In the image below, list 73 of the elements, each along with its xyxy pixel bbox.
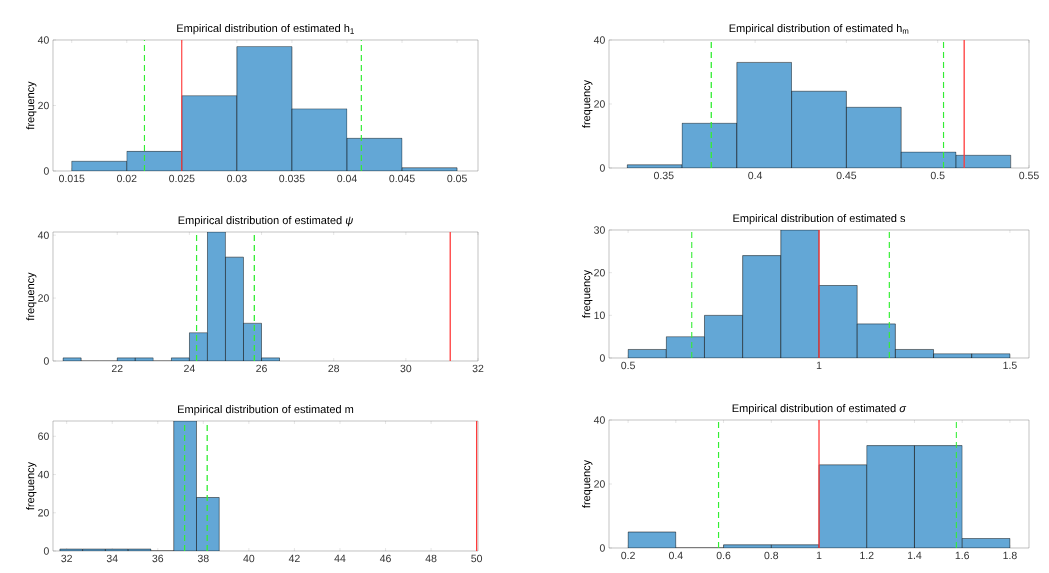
x-tick-label: 0.45: [836, 171, 857, 180]
x-tick-label: 26: [256, 364, 267, 373]
y-tick-label: 20: [594, 268, 605, 277]
x-tick-label: 0.5: [930, 171, 945, 180]
x-tick-label: 44: [334, 554, 346, 562]
x-tick-label: 24: [184, 364, 195, 373]
x-tick-label: 40: [243, 554, 255, 563]
x-tick-label: 50: [471, 554, 483, 563]
x-tick-label: 1.4: [907, 551, 922, 559]
y-tick-label: 0: [599, 544, 605, 552]
x-tick-label: 30: [400, 364, 412, 373]
x-tick-label: 1.8: [1003, 551, 1017, 560]
x-tick-label: 32: [472, 364, 484, 373]
chart-title: Empirical distribution of estimated h$_{1}$: [177, 24, 354, 35]
x-tick-label: 0.4: [748, 171, 763, 180]
chart-title: Empirical distribution of estimated m: [178, 405, 354, 416]
chart-title: Empirical distribution of estimated h$_{m}$: [729, 24, 909, 35]
x-tick-label: 0.045: [389, 174, 415, 183]
y-tick-label: 20: [38, 294, 49, 302]
y-tick-label: 40: [593, 36, 605, 44]
x-tick-label: 48: [425, 554, 437, 563]
y-tick-label: 20: [594, 100, 605, 108]
x-tick-label: 0.35: [653, 171, 674, 180]
y-tick-label: 30: [594, 226, 605, 234]
y-tick-label: 20: [594, 480, 605, 488]
x-tick-label: 0.4: [668, 551, 683, 560]
y-tick-label: 40: [37, 36, 49, 44]
x-tick-label: 42: [288, 554, 300, 563]
x-tick-label: 0.2: [621, 551, 635, 560]
x-tick-label: 0.8: [764, 551, 779, 560]
y-axis-title: frequency: [26, 461, 37, 510]
y-axis-title: frequency: [26, 272, 37, 321]
x-tick-label: 22: [111, 364, 123, 373]
y-tick-label: 10: [594, 311, 605, 320]
y-tick-label: 20: [38, 101, 49, 110]
x-tick-label: 32: [61, 554, 72, 563]
x-tick-label: 1: [816, 361, 822, 369]
x-tick-label: 0.04: [337, 174, 357, 183]
x-tick-label: 0.015: [58, 174, 85, 183]
x-tick-label: 1: [816, 551, 822, 559]
y-axis-title: frequency: [582, 79, 593, 128]
x-tick-label: 0.03: [227, 174, 247, 183]
chart-title: Empirical distribution of estimated s: [733, 214, 906, 225]
x-tick-label: 36: [152, 554, 164, 563]
y-tick-label: 40: [593, 416, 605, 424]
x-tick-label: 1.2: [860, 551, 874, 560]
y-axis-title: frequency: [582, 269, 593, 318]
x-tick-label: 0.02: [116, 174, 137, 183]
y-axis-title: frequency: [26, 81, 37, 130]
y-axis-title: frequency: [582, 459, 593, 508]
x-tick-label: 38: [197, 554, 209, 563]
y-tick-label: 20: [38, 509, 49, 517]
x-tick-label: 0.025: [169, 174, 195, 183]
chart-title: Empirical distribution of estimated ψ: [178, 216, 353, 227]
y-tick-label: 60: [38, 432, 49, 441]
x-tick-label: 0.5: [621, 361, 635, 370]
x-tick-label: 1.5: [1003, 361, 1017, 370]
y-tick-label: 0: [43, 547, 49, 555]
x-tick-label: 28: [328, 364, 340, 373]
y-tick-label: 0: [43, 357, 49, 365]
y-tick-label: 0: [43, 167, 49, 175]
x-tick-label: 0.55: [1019, 171, 1039, 180]
x-tick-label: 0.035: [279, 174, 305, 183]
y-tick-label: 40: [37, 231, 49, 239]
chart-title: Empirical distribution of estimated σ: [732, 404, 907, 415]
y-tick-label: 0: [599, 354, 605, 362]
x-tick-label: 0.05: [447, 174, 467, 183]
x-tick-label: 1.6: [955, 551, 970, 560]
x-tick-label: 46: [379, 554, 391, 563]
x-tick-label: 34: [106, 554, 118, 563]
y-tick-label: 0: [599, 164, 605, 172]
y-tick-label: 40: [37, 470, 49, 479]
x-tick-label: 0.6: [716, 551, 731, 560]
